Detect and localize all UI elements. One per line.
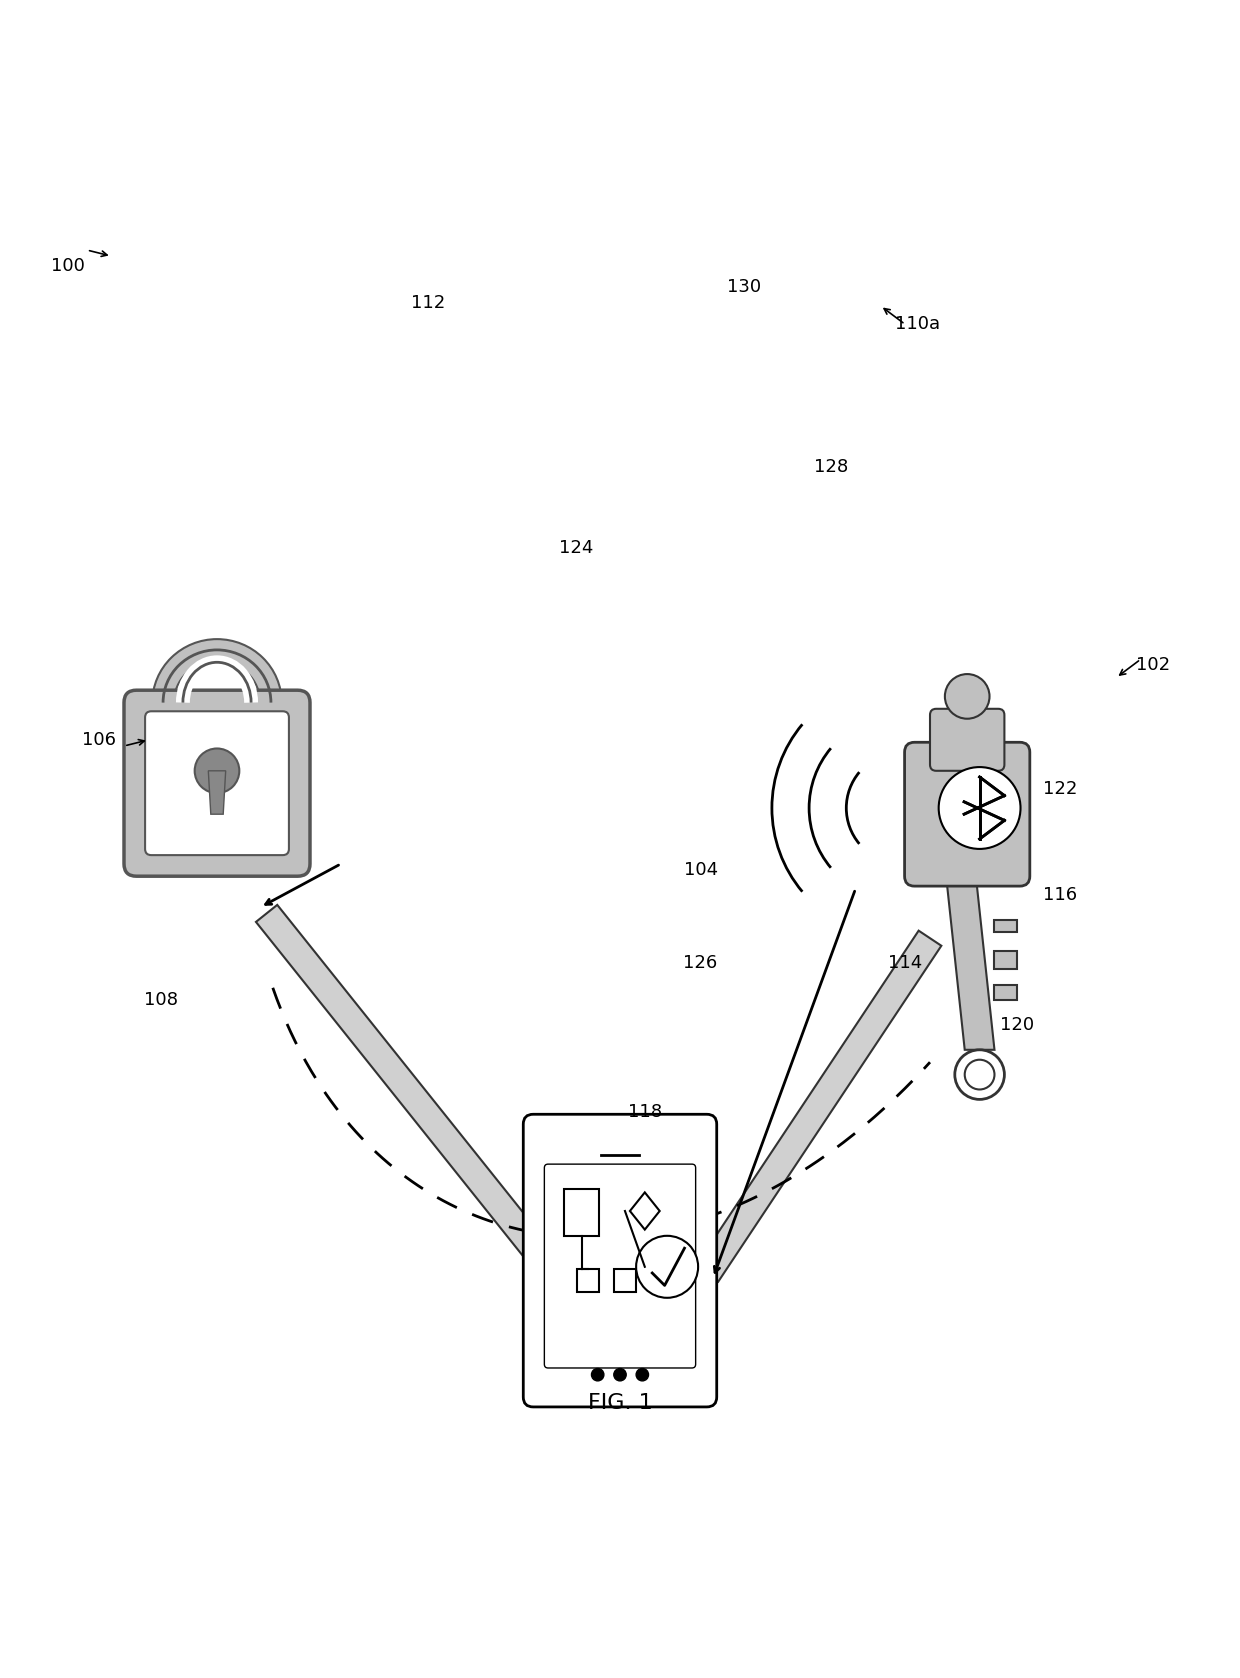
Text: 116: 116 (1043, 886, 1078, 904)
Polygon shape (994, 920, 1017, 931)
Circle shape (614, 1369, 626, 1381)
Polygon shape (696, 931, 941, 1282)
Circle shape (939, 767, 1021, 849)
Text: 122: 122 (1043, 780, 1078, 799)
Text: 106: 106 (82, 732, 117, 748)
FancyBboxPatch shape (930, 708, 1004, 770)
Text: 128: 128 (813, 458, 848, 477)
Text: 110a: 110a (895, 315, 940, 334)
Polygon shape (994, 951, 1017, 970)
FancyBboxPatch shape (145, 711, 289, 856)
Text: 130: 130 (727, 279, 761, 297)
Polygon shape (208, 770, 226, 814)
FancyBboxPatch shape (564, 1188, 599, 1235)
Text: 108: 108 (144, 992, 179, 1008)
Text: 120: 120 (999, 1015, 1034, 1034)
FancyBboxPatch shape (124, 690, 310, 876)
Circle shape (195, 748, 239, 794)
Polygon shape (630, 1193, 660, 1230)
Text: 126: 126 (683, 955, 718, 972)
Text: 118: 118 (627, 1102, 662, 1121)
Circle shape (591, 1369, 604, 1381)
Circle shape (636, 1235, 698, 1297)
Circle shape (945, 675, 990, 718)
Polygon shape (994, 985, 1017, 1000)
Text: FIG. 1: FIG. 1 (588, 1393, 652, 1413)
Text: 100: 100 (51, 257, 86, 275)
Circle shape (965, 1060, 994, 1089)
Polygon shape (946, 876, 994, 1050)
Text: 104: 104 (683, 861, 718, 879)
FancyBboxPatch shape (544, 1165, 696, 1368)
FancyBboxPatch shape (577, 1269, 599, 1292)
FancyBboxPatch shape (614, 1269, 636, 1292)
Text: 102: 102 (1136, 656, 1171, 675)
FancyBboxPatch shape (523, 1114, 717, 1406)
FancyBboxPatch shape (905, 742, 1029, 886)
Circle shape (955, 1050, 1004, 1099)
Text: 124: 124 (559, 539, 594, 557)
Text: 112: 112 (410, 294, 445, 312)
Polygon shape (255, 904, 544, 1255)
Circle shape (636, 1369, 649, 1381)
Text: 114: 114 (888, 955, 923, 972)
